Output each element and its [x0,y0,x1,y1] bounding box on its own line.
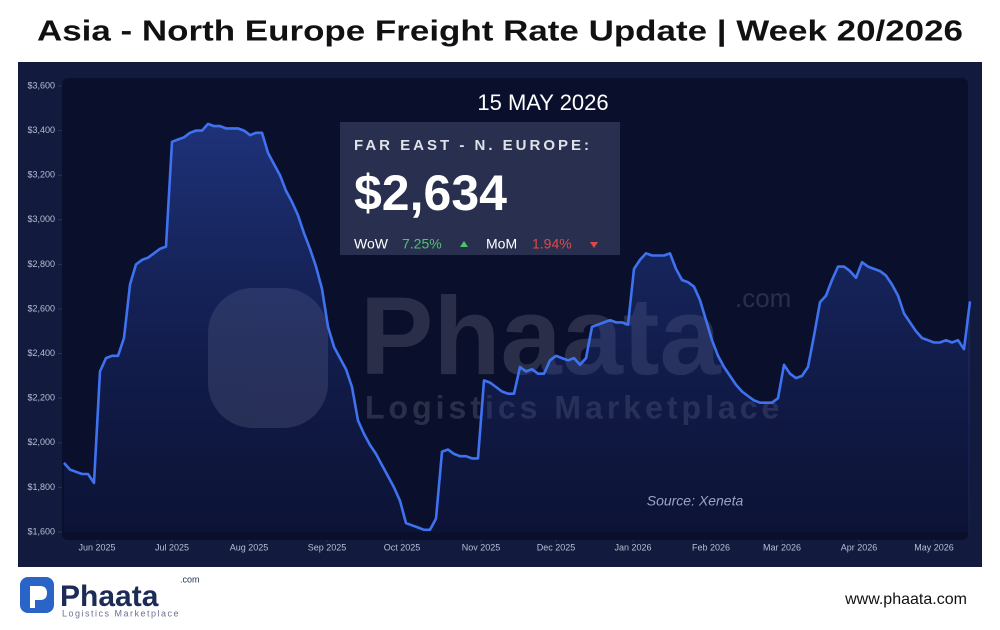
x-tick-label: Dec 2025 [537,542,576,552]
box-value: $2,634 [354,165,507,221]
watermark-suffix: .com [735,283,791,313]
line [63,122,972,532]
rate-box [340,122,620,255]
source: Source: Xeneta [647,493,744,509]
website: www.phaata.com [844,591,967,608]
y-tick-label: $3,400 [27,125,55,135]
x-tick-label: May 2026 [914,542,954,552]
y-tick-label: $2,400 [27,348,55,358]
mom-value: 1.94% [532,236,572,252]
box-title: FAR EAST - N. EUROPE: [354,137,592,154]
down-arrow [590,242,598,248]
y-tick-label: $1,600 [27,526,55,536]
area [64,123,970,533]
y-tick-label: $2,200 [27,393,55,403]
logo-glyph [30,586,47,608]
plot: $1,600 $1,800 $2,000 $2,200 $2,400 $2,600 $2,8… [27,80,972,552]
y-tick-label: $1,800 [27,482,55,492]
y-tick-label: $3,200 [27,170,55,180]
logo-name: Phaata [60,580,159,613]
x-tick-label: Jun 2025 [78,542,115,552]
logo-suffix: .com [180,574,200,584]
y-tick-label: $3,600 [27,80,55,90]
x-tick-label: Jan 2026 [614,542,651,552]
title: Asia - North Europe Freight Rate Update … [37,16,963,48]
y-tick-label: $2,600 [27,303,55,313]
x-tick-label: Apr 2026 [841,542,878,552]
date-label: 15 MAY 2026 [477,90,608,115]
y-tick-label: $3,000 [27,214,55,224]
x-tick-label: Oct 2025 [384,542,421,552]
x-tick-label: Feb 2026 [692,542,730,552]
x-tick-label: Aug 2025 [230,542,269,552]
mom-label: MoM [486,236,517,252]
x-tick-label: Jul 2025 [155,542,189,552]
x-tick-label: Nov 2025 [462,542,501,552]
y-tick-label: $2,800 [27,259,55,269]
x-tick-label: Sep 2025 [308,542,347,552]
y-tick-label: $2,000 [27,437,55,447]
x-tick-label: Mar 2026 [763,542,801,552]
wow-label: WoW [354,236,389,252]
wow-value: 7.25% [402,236,442,252]
up-arrow [460,241,468,247]
logo-tagline: Logistics Marketplace [62,608,180,618]
